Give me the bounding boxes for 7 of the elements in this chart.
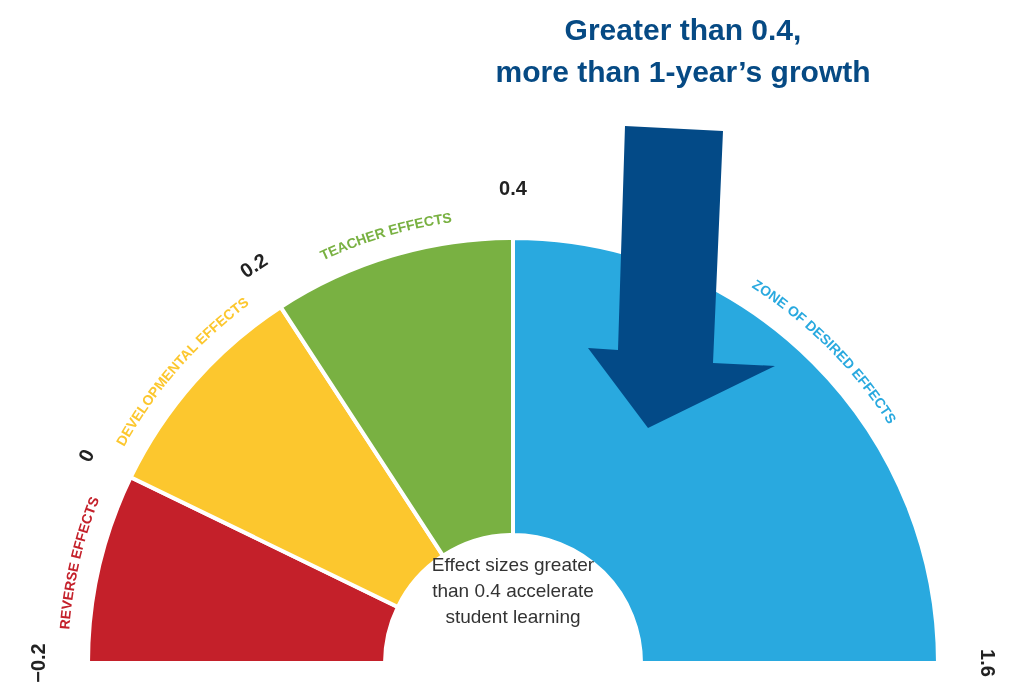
text: Effect sizes greater than 0.4 accelerate student learning [431,554,595,627]
text: −0.2 [27,643,50,683]
text: 0 [73,445,99,466]
text: 1.6 [976,649,999,677]
text: 0.4 [499,177,528,200]
text: 0.2 [235,248,272,283]
chart-title: Greater than 0.4, more than 1-year’s growth [495,13,871,88]
